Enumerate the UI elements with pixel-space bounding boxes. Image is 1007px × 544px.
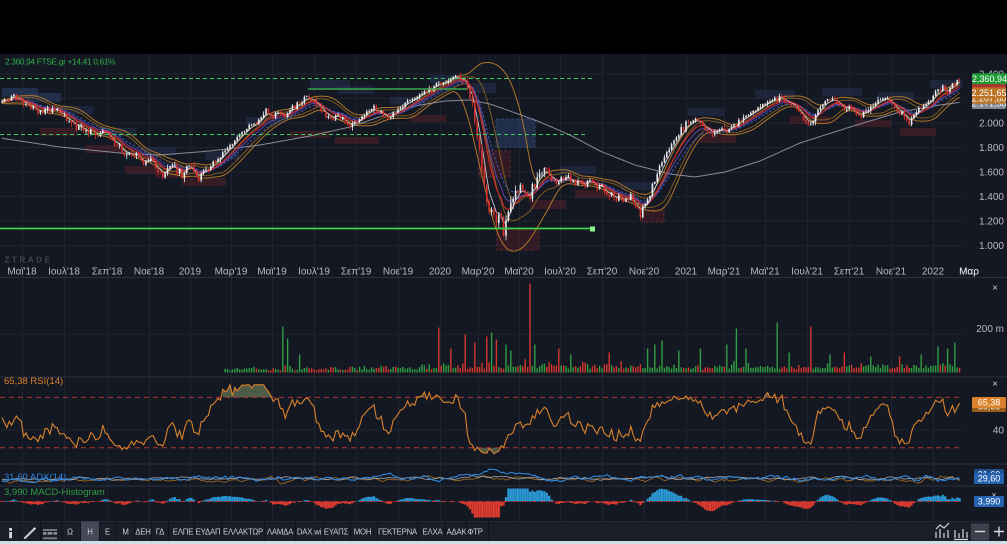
- svg-text:2.000: 2.000: [979, 119, 1004, 130]
- svg-text:1.800: 1.800: [979, 143, 1004, 154]
- svg-text:Νοε'21: Νοε'21: [876, 267, 907, 278]
- svg-text:2.360,94: 2.360,94: [972, 74, 1007, 84]
- svg-text:Νοε'18: Νοε'18: [134, 267, 165, 278]
- svg-text:Ω: Ω: [67, 528, 73, 537]
- svg-text:1.200: 1.200: [979, 217, 1004, 228]
- svg-text:1.400: 1.400: [979, 192, 1004, 203]
- svg-text:Ε: Ε: [105, 528, 110, 537]
- svg-text:ΕΥΔΑΠ: ΕΥΔΑΠ: [196, 528, 221, 537]
- svg-text:Μ: Μ: [122, 528, 128, 537]
- svg-text:Μαρ: Μαρ: [959, 267, 979, 278]
- svg-text:ΛΑΜΔΑ: ΛΑΜΔΑ: [267, 528, 294, 537]
- svg-text:2.251,65: 2.251,65: [971, 88, 1006, 98]
- svg-text:Νοε'19: Νοε'19: [383, 267, 414, 278]
- svg-text:2021: 2021: [675, 267, 698, 278]
- svg-text:31,60 ADX(14): 31,60 ADX(14): [4, 472, 66, 483]
- svg-text:Μαρ'20: Μαρ'20: [462, 267, 495, 278]
- svg-text:Σεπ'21: Σεπ'21: [834, 267, 865, 278]
- svg-text:ΔΕΗ: ΔΕΗ: [135, 528, 150, 537]
- svg-text:ΓΔ: ΓΔ: [156, 528, 164, 537]
- svg-text:2022: 2022: [922, 267, 945, 278]
- svg-text:3,990 MACD-Histogram: 3,990 MACD-Histogram: [4, 487, 105, 498]
- svg-text:×: ×: [992, 283, 998, 294]
- svg-text:2020: 2020: [429, 267, 452, 278]
- svg-text:Μαϊ'19: Μαϊ'19: [257, 267, 287, 278]
- svg-text:2.360,94 FTSE.gr +14,41 0,61%: 2.360,94 FTSE.gr +14,41 0,61%: [5, 57, 116, 67]
- svg-text:ΕΛΠΕ: ΕΛΠΕ: [173, 528, 193, 537]
- svg-text:ΕΛΧΑ: ΕΛΧΑ: [422, 528, 443, 537]
- svg-text:Ιουλ'20: Ιουλ'20: [544, 267, 576, 278]
- svg-text:ΑΔΑΚ: ΑΔΑΚ: [446, 528, 467, 537]
- svg-text:Σεπ'19: Σεπ'19: [341, 267, 372, 278]
- svg-text:29,60: 29,60: [978, 474, 1001, 484]
- svg-text:Μαϊ'18: Μαϊ'18: [7, 267, 37, 278]
- svg-text:×: ×: [991, 490, 996, 500]
- svg-text:Μαϊ'20: Μαϊ'20: [504, 267, 534, 278]
- svg-text:ΦΤΡ: ΦΤΡ: [467, 528, 483, 537]
- svg-text:1.600: 1.600: [979, 168, 1004, 179]
- svg-text:Ιουλ'19: Ιουλ'19: [298, 267, 330, 278]
- svg-text:DAX.wi: DAX.wi: [297, 528, 322, 537]
- svg-text:ZTRADE: ZTRADE: [5, 255, 53, 264]
- svg-text:2.207,80: 2.207,80: [971, 94, 1006, 104]
- svg-text:40: 40: [993, 426, 1005, 437]
- svg-text:2019: 2019: [179, 267, 202, 278]
- svg-text:Σεπ'18: Σεπ'18: [92, 267, 123, 278]
- svg-text:Μαρ'21: Μαρ'21: [708, 267, 741, 278]
- svg-text:1.000: 1.000: [979, 241, 1004, 252]
- svg-text:3,990: 3,990: [978, 497, 1001, 507]
- svg-text:ΕΥΑΠΣ: ΕΥΑΠΣ: [324, 528, 349, 537]
- svg-text:Μαρ: Μαρ: [959, 267, 979, 278]
- svg-text:Η: Η: [87, 528, 92, 537]
- svg-text:200 m: 200 m: [976, 324, 1004, 335]
- svg-text:Σεπ'20: Σεπ'20: [587, 267, 618, 278]
- svg-text:Μαϊ'21: Μαϊ'21: [750, 267, 780, 278]
- svg-text:65,38 RSI(14): 65,38 RSI(14): [4, 376, 63, 387]
- svg-text:Μαρ'19: Μαρ'19: [215, 267, 248, 278]
- svg-text:Νοε'20: Νοε'20: [629, 267, 660, 278]
- svg-text:ΜΟΗ: ΜΟΗ: [354, 528, 372, 537]
- svg-text:65,38: 65,38: [978, 398, 1001, 408]
- svg-text:Ιουλ'21: Ιουλ'21: [791, 267, 823, 278]
- svg-text:Ιουλ'18: Ιουλ'18: [48, 267, 80, 278]
- svg-text:ΕΛΛΑΚΤΩΡ: ΕΛΛΑΚΤΩΡ: [223, 528, 263, 537]
- svg-text:×: ×: [992, 379, 998, 390]
- svg-text:ΓΕΚΤΕΡΝΑ: ΓΕΚΤΕΡΝΑ: [378, 528, 418, 537]
